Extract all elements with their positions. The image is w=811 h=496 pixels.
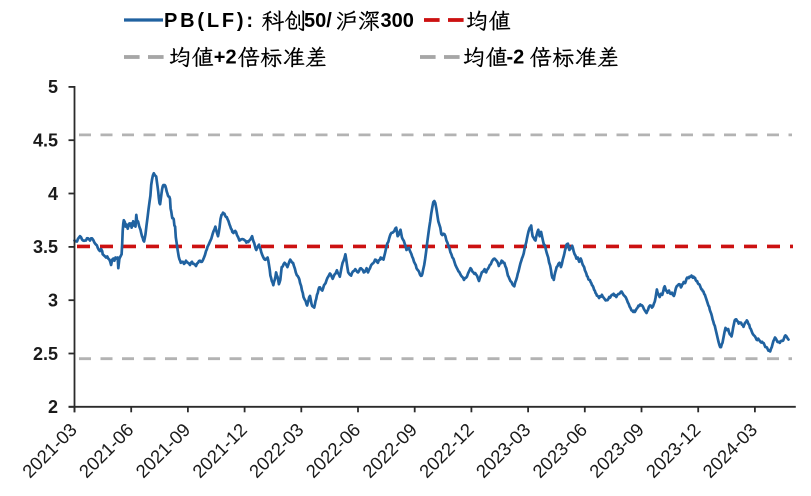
svg-text:4: 4 [48,184,58,204]
svg-text:300: 300 [381,10,414,32]
svg-text:PB(LF):: PB(LF): [164,10,256,32]
svg-text:+2: +2 [214,47,237,69]
svg-text:4.5: 4.5 [33,131,58,151]
svg-text:2: 2 [48,397,58,417]
svg-text:3: 3 [48,291,58,311]
svg-text:50/: 50/ [304,10,332,32]
svg-text:3.5: 3.5 [33,237,58,257]
svg-text:-2: -2 [507,47,525,69]
svg-text:5: 5 [48,77,58,97]
svg-text:2.5: 2.5 [33,344,58,364]
